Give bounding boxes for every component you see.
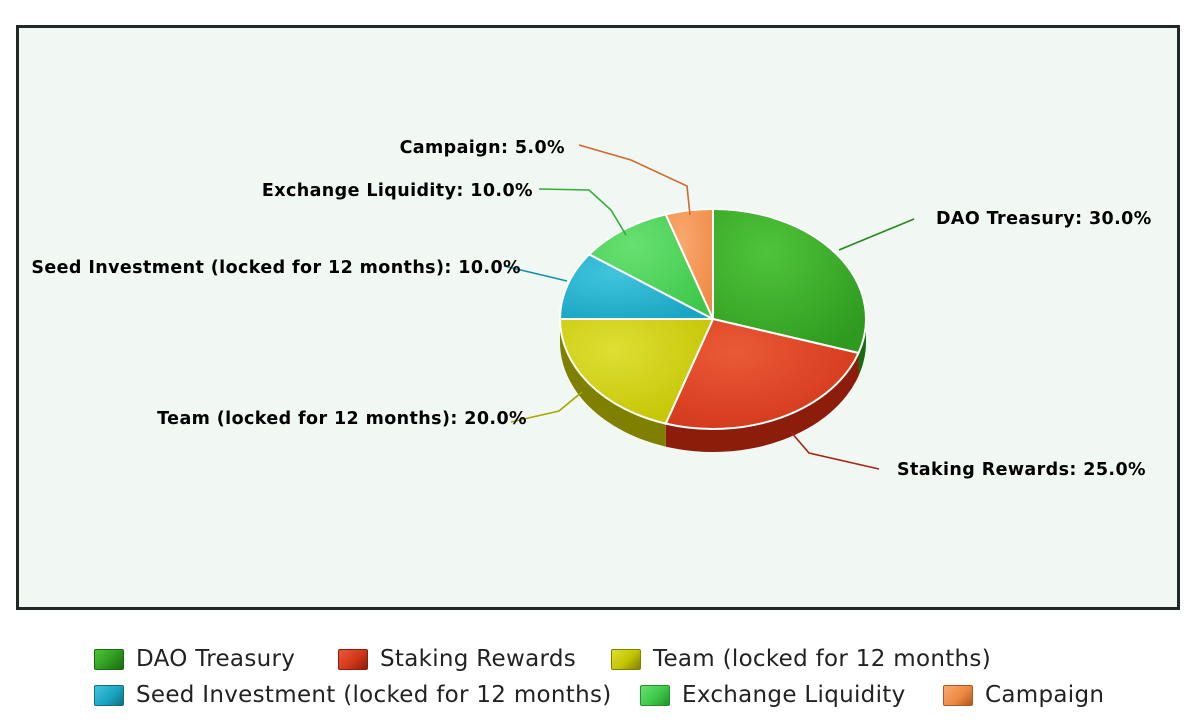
legend-item-exchange-liquidity[interactable]: Exchange Liquidity [640, 680, 905, 710]
pie-chart: DAO Treasury: 30.0% Staking Rewards: 25.0… [31, 138, 1151, 480]
pie-slice-team[interactable] [559, 318, 714, 425]
slice-label-team: Team (locked for 12 months): 20.0% [157, 409, 527, 429]
legend-swatch-seed-investment [94, 684, 124, 706]
leader-line-staking-rewards [790, 431, 880, 470]
legend-label: Campaign [985, 682, 1105, 708]
slice-label-exchange-liquidity: Exchange Liquidity: 10.0% [262, 181, 533, 201]
slice-labels-group: DAO Treasury: 30.0% Staking Rewards: 25.0… [31, 138, 1151, 480]
pie-side-dao-treasury [858, 319, 866, 376]
slice-label-staking-rewards: Staking Rewards: 25.0% [897, 460, 1146, 480]
chart-frame: DAO Treasury: 30.0% Staking Rewards: 25.0… [16, 25, 1180, 610]
legend-label: Seed Investment (locked for 12 months) [136, 682, 612, 708]
legend: DAO Treasury Staking Rewards Team (locke… [0, 640, 1197, 720]
pie-slice-dao-treasury[interactable] [712, 208, 867, 354]
pie-slice-seed-investment[interactable] [559, 253, 714, 320]
legend-swatch-campaign [943, 684, 973, 706]
pie-side-staking-rewards [665, 352, 859, 452]
pie-top-group [559, 208, 867, 430]
legend-label: Team (locked for 12 months) [653, 646, 991, 672]
slice-label-dao-treasury: DAO Treasury: 30.0% [936, 209, 1152, 229]
slice-label-campaign: Campaign: 5.0% [400, 138, 565, 158]
leader-line-team [510, 391, 583, 423]
pie-side-group [560, 319, 866, 452]
legend-swatch-dao-treasury [94, 648, 124, 670]
legend-swatch-team [611, 648, 641, 670]
pie-slice-staking-rewards[interactable] [664, 318, 860, 430]
legend-item-seed-investment[interactable]: Seed Investment (locked for 12 months) [94, 680, 612, 710]
legend-label: Exchange Liquidity [682, 682, 906, 708]
legend-label: DAO Treasury [136, 646, 296, 672]
legend-item-campaign[interactable]: Campaign [943, 680, 1104, 710]
leader-line-exchange-liquidity [538, 188, 627, 236]
leader-lines-group [503, 144, 915, 470]
pie-side-team [560, 319, 666, 447]
leader-line-dao-treasury [838, 218, 915, 251]
legend-swatch-exchange-liquidity [640, 684, 670, 706]
leader-line-campaign [578, 144, 691, 216]
legend-item-team[interactable]: Team (locked for 12 months) [611, 644, 991, 674]
legend-swatch-staking-rewards [338, 648, 368, 670]
legend-label: Staking Rewards [380, 646, 577, 672]
legend-item-staking-rewards[interactable]: Staking Rewards [338, 644, 576, 674]
leader-line-seed-investment [503, 265, 568, 282]
slice-label-seed-investment: Seed Investment (locked for 12 months): … [31, 258, 521, 278]
legend-item-dao-treasury[interactable]: DAO Treasury [94, 644, 295, 674]
